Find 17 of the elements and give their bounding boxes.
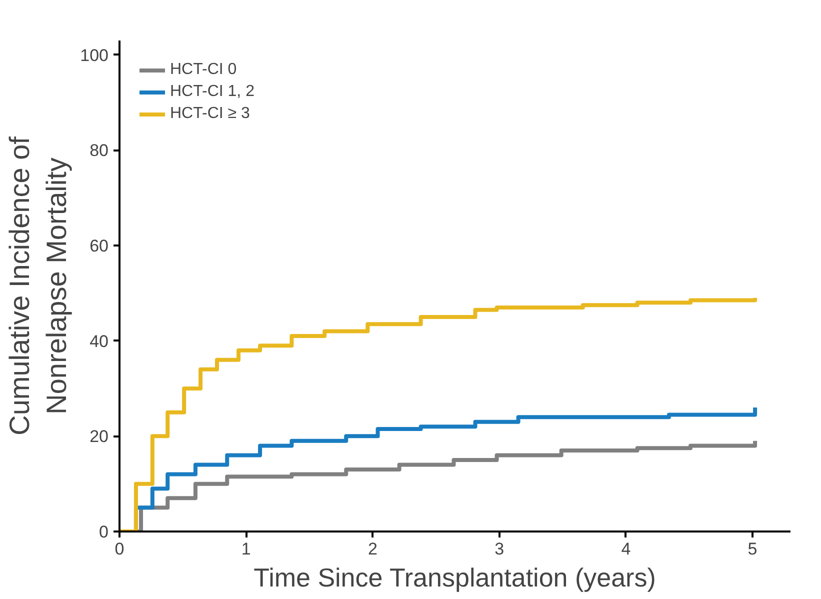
y-tick-label: 0	[99, 522, 109, 542]
y-tick-label: 40	[90, 332, 109, 351]
x-tick-label: 1	[241, 540, 251, 558]
legend-label: HCT-CI ≥ 3	[170, 105, 250, 123]
legend-label: HCT-CI 0	[170, 61, 237, 79]
x-axis-title: Time Since Transplantation (years)	[254, 562, 656, 592]
y-tick-label: 60	[90, 236, 109, 256]
x-tick-label: 3	[494, 540, 504, 558]
y-tick-label: 20	[90, 427, 109, 446]
x-tick-label: 5	[748, 540, 758, 558]
x-tick-label: 0	[114, 540, 124, 558]
legend-label: HCT-CI 1, 2	[170, 83, 254, 101]
x-tick-label: 2	[368, 540, 378, 558]
y-axis-title: Cumulative Incidence of Nonrelapse Mortality	[4, 136, 72, 436]
x-tick-label: 4	[621, 540, 631, 558]
y-tick-label: 80	[90, 141, 109, 160]
y-tick-label: 100	[80, 46, 109, 65]
